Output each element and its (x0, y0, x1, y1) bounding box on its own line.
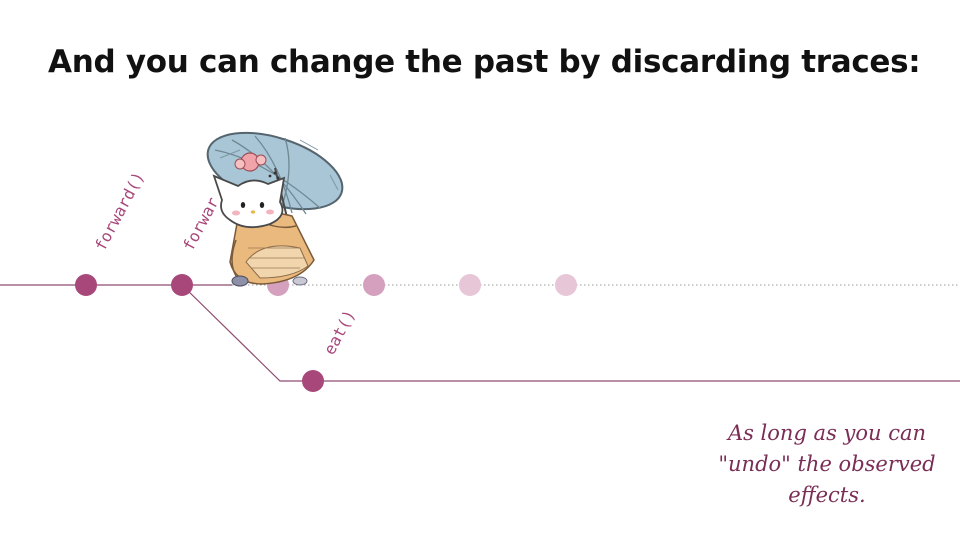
timeline-node-1 (75, 274, 97, 296)
label-forward-1: forward() (91, 168, 148, 253)
timeline-branch-line (181, 284, 960, 382)
label-eat: eat() (320, 306, 359, 357)
caption-line-2: "undo" the observed (718, 452, 936, 476)
timeline-node-faded-4 (555, 274, 577, 296)
timeline-node-faded-2 (363, 274, 385, 296)
caption-note: As long as you can "undo" the observed e… (712, 418, 942, 511)
caption-line-1: As long as you can (727, 421, 927, 445)
timeline-node-2 (171, 274, 193, 296)
timeline-node-branch (302, 370, 324, 392)
slide-title: And you can change the past by discardin… (48, 44, 921, 80)
cat-with-umbrella-icon (206, 131, 344, 287)
timeline-node-faded-3 (459, 274, 481, 296)
label-forward-2: forwar (179, 194, 223, 254)
caption-line-3: effects. (788, 483, 866, 507)
